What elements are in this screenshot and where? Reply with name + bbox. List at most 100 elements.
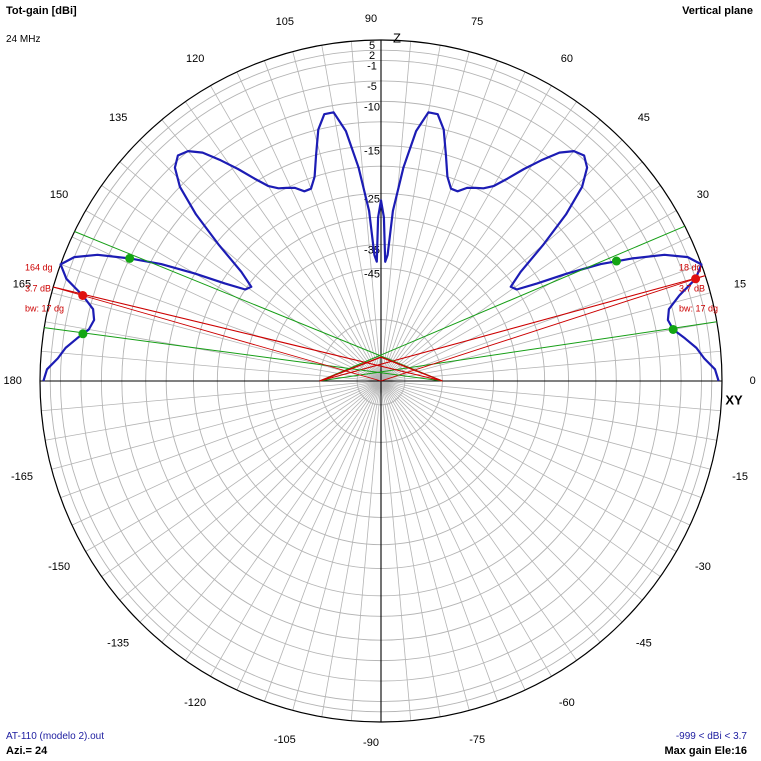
axis-label-z: Z <box>393 30 401 45</box>
chart-title: Tot-gain [dBi] <box>6 5 77 17</box>
grid-spoke <box>380 161 643 382</box>
beamwidth-point <box>611 256 621 266</box>
ring-label: -45 <box>364 268 380 280</box>
grid-spoke <box>60 263 382 382</box>
beamwidth-line <box>74 231 443 382</box>
grid-spoke <box>41 380 382 412</box>
grid-spoke <box>45 380 382 441</box>
beam-gain-label: 3.7 dB <box>25 283 51 293</box>
grid-spoke <box>185 101 382 382</box>
grid-spoke <box>350 380 382 721</box>
main-beam-line <box>380 275 706 382</box>
grid-spoke <box>380 139 623 382</box>
grid-spoke <box>380 321 717 382</box>
grid-spoke <box>380 210 677 382</box>
grid-spoke <box>380 380 711 470</box>
grid-spoke <box>210 380 382 677</box>
angle-label: 135 <box>109 112 127 124</box>
angle-label: -90 <box>363 737 379 749</box>
angle-label: 180 <box>4 375 22 387</box>
angle-label: 90 <box>365 13 377 25</box>
angle-label: 30 <box>697 189 709 201</box>
center-beam-marker <box>319 356 443 382</box>
frequency-label: 24 MHz <box>6 34 41 45</box>
grid-spoke <box>380 45 441 382</box>
grid-spoke <box>350 41 382 382</box>
angle-label: -30 <box>695 561 711 573</box>
grid-spoke <box>380 119 601 382</box>
beamwidth-line <box>319 225 686 382</box>
grid-spoke <box>45 321 382 382</box>
grid-spoke <box>263 60 382 382</box>
grid-spoke <box>380 380 552 677</box>
max-gain-point <box>691 274 701 284</box>
angle-label: -150 <box>48 561 70 573</box>
grid-spoke <box>380 380 623 623</box>
beamwidth-line <box>319 321 717 382</box>
grid-spoke <box>161 119 382 382</box>
beamwidth-point <box>125 253 135 263</box>
grid-spoke <box>236 380 382 691</box>
grid-spoke <box>380 380 717 441</box>
azimuth-label: Azi.= 24 <box>6 745 48 757</box>
grid-spoke <box>380 380 721 412</box>
main-beam-line <box>53 286 443 382</box>
grid-spoke <box>380 380 702 499</box>
grid-spoke <box>292 51 382 382</box>
grid-spoke <box>380 85 552 382</box>
grid-spoke <box>380 380 691 526</box>
beamwidth-line <box>44 327 443 382</box>
grid-spoke <box>380 185 661 382</box>
beam-bw-label: bw: 17 dg <box>25 303 64 313</box>
angle-label: 45 <box>638 112 650 124</box>
main-beam-line <box>53 286 382 382</box>
ring-label: -5 <box>367 81 377 93</box>
file-name-label: AT-110 (modelo 2).out <box>6 731 105 742</box>
grid-spoke <box>321 45 382 382</box>
angle-label: 165 <box>13 279 31 291</box>
grid-spoke <box>41 350 382 382</box>
grid-spoke <box>185 380 382 661</box>
grid-spoke <box>380 51 470 382</box>
grid-spoke <box>51 292 382 382</box>
ring-label: -1 <box>367 60 377 72</box>
grid-spoke <box>380 380 661 577</box>
angle-label: 75 <box>471 16 483 28</box>
ring-label: -10 <box>364 101 380 113</box>
angle-label: -120 <box>184 697 206 709</box>
angle-label: 15 <box>734 279 746 291</box>
grid-spoke <box>161 380 382 643</box>
grid-spoke <box>380 292 711 382</box>
grid-spoke <box>101 380 382 577</box>
angle-label: -75 <box>469 734 485 746</box>
main-beam-line <box>319 275 706 382</box>
grid-spoke <box>263 380 382 702</box>
angle-label: 60 <box>561 53 573 65</box>
grid-spoke <box>292 380 382 711</box>
grid-spoke <box>119 380 382 601</box>
angle-label: 0 <box>750 375 756 387</box>
angle-label: -105 <box>274 734 296 746</box>
grid-spoke <box>321 380 382 717</box>
beam-angle-label: 164 dg <box>25 262 53 272</box>
angle-label: 105 <box>276 16 294 28</box>
plane-label: Vertical plane <box>682 5 753 17</box>
ring-label: -15 <box>364 146 380 158</box>
radiation-pattern-line <box>42 111 720 382</box>
grid-spoke <box>380 380 499 702</box>
beamwidth-point <box>78 329 88 339</box>
grid-spoke <box>139 139 382 382</box>
angle-label: -15 <box>732 471 748 483</box>
axis-label-xy: XY <box>725 392 743 407</box>
grid-spoke <box>380 380 412 721</box>
beam-bw-label: bw: 17 dg <box>679 303 718 313</box>
angle-label: -135 <box>107 638 129 650</box>
grid-spoke <box>71 380 382 526</box>
grid-spoke <box>236 71 382 382</box>
angle-label: -45 <box>636 638 652 650</box>
grid-spoke <box>380 41 412 382</box>
grid-spoke <box>380 236 691 382</box>
grid-spoke <box>51 380 382 470</box>
angle-label: -60 <box>559 697 575 709</box>
